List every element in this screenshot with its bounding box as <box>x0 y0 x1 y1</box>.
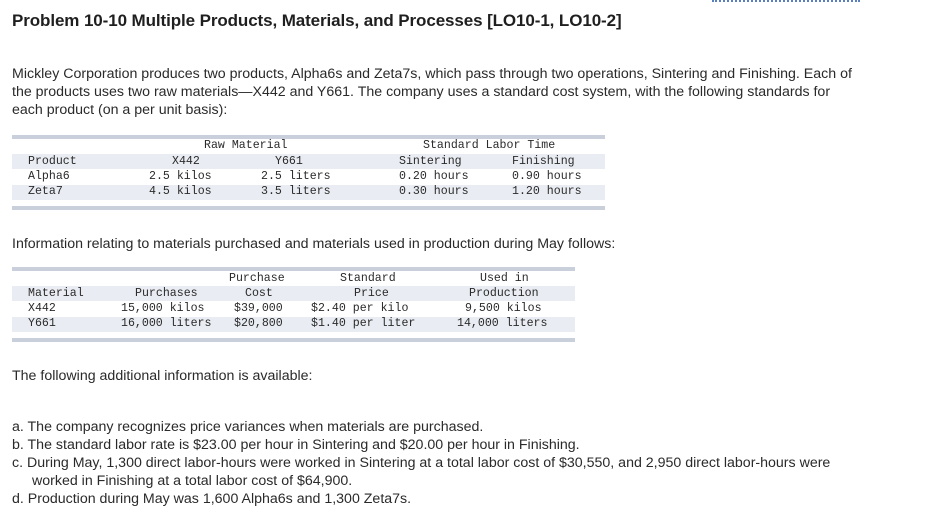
group-header-raw-material: Raw Material <box>204 139 288 152</box>
header-price: Price <box>354 287 389 300</box>
header-used-in: Used in <box>480 272 529 285</box>
top-dotted-rule <box>712 0 860 2</box>
header-sintering: Sintering <box>399 155 462 168</box>
row-y661-material: Y661 <box>28 317 56 330</box>
row-y661-production: 14,000 liters <box>457 317 548 330</box>
row-alpha6-product: Alpha6 <box>28 170 70 183</box>
header-standard: Standard <box>340 272 396 285</box>
row-x442-price: $2.40 per kilo <box>311 302 409 315</box>
list-item: b. The standard labor rate is $23.00 per… <box>12 437 580 453</box>
row-zeta7-sintering: 0.30 hours <box>399 185 469 198</box>
additional-intro: The following additional information is … <box>12 368 313 384</box>
header-product: Product <box>28 155 77 168</box>
header-x442: X442 <box>172 155 200 168</box>
table-bottom-bar <box>12 338 575 342</box>
table-top-bar <box>12 135 605 139</box>
row-zeta7-y661: 3.5 liters <box>261 185 331 198</box>
header-band <box>12 154 605 169</box>
row-x442-production: 9,500 kilos <box>465 302 542 315</box>
row-alpha6-sintering: 0.20 hours <box>399 170 469 183</box>
row-y661-price: $1.40 per liter <box>311 317 416 330</box>
header-band <box>12 286 575 301</box>
header-y661: Y661 <box>275 155 303 168</box>
row-band <box>12 185 605 200</box>
list-item: a. The company recognizes price variance… <box>12 419 484 435</box>
intro-paragraph: Mickley Corporation produces two product… <box>12 65 862 119</box>
additional-info-list: a. The company recognizes price variance… <box>12 418 862 508</box>
header-cost: Cost <box>245 287 273 300</box>
row-band <box>12 317 575 332</box>
list-item: c. During May, 1,300 direct labor-hours … <box>12 455 831 489</box>
row-y661-purchases: 16,000 liters <box>121 317 212 330</box>
list-item: d. Production during May was 1,600 Alpha… <box>12 491 412 507</box>
row-zeta7-product: Zeta7 <box>28 185 63 198</box>
standards-table: Raw Material Standard Labor Time Product… <box>12 135 605 215</box>
intro-text: Mickley Corporation produces two product… <box>12 66 852 118</box>
materials-intro: Information relating to materials purcha… <box>12 236 616 252</box>
header-purchase: Purchase <box>229 272 285 285</box>
header-production: Production <box>469 287 539 300</box>
row-y661-cost: $20,800 <box>234 317 283 330</box>
row-zeta7-finishing: 1.20 hours <box>512 185 582 198</box>
row-x442-material: X442 <box>28 302 56 315</box>
row-x442-purchases: 15,000 kilos <box>121 302 205 315</box>
row-alpha6-finishing: 0.90 hours <box>512 170 582 183</box>
header-finishing: Finishing <box>512 155 575 168</box>
header-purchases: Purchases <box>135 287 198 300</box>
row-alpha6-y661: 2.5 liters <box>261 170 331 183</box>
problem-title: Problem 10-10 Multiple Products, Materia… <box>12 11 622 30</box>
group-header-labor: Standard Labor Time <box>423 139 556 152</box>
table-top-bar <box>12 267 575 271</box>
row-alpha6-x442: 2.5 kilos <box>149 170 212 183</box>
row-zeta7-x442: 4.5 kilos <box>149 185 212 198</box>
row-x442-cost: $39,000 <box>234 302 283 315</box>
header-material: Material <box>28 287 84 300</box>
materials-table: Purchase Standard Used in Material Purch… <box>12 267 575 347</box>
table-bottom-bar <box>12 206 605 210</box>
